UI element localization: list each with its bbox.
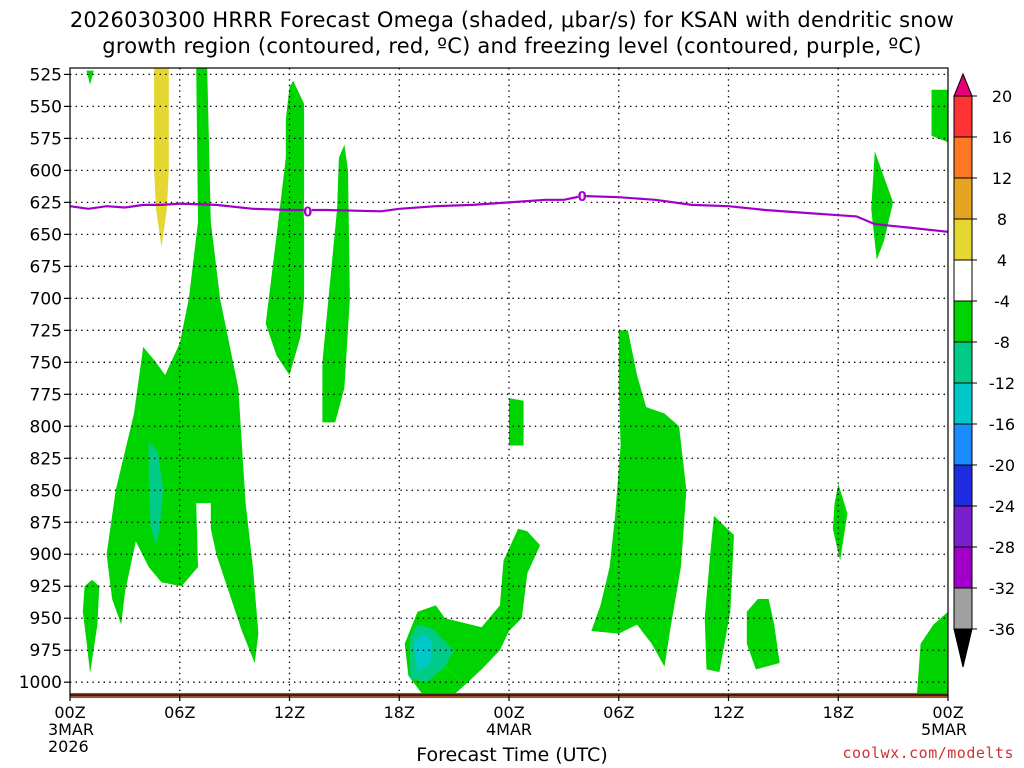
colorbar-bin-4 [953, 218, 973, 261]
omega-region-13 [931, 89, 948, 143]
chart-title-line-2: growth region (contoured, red, ºC) and f… [102, 34, 922, 58]
freezing-level-label-1: 0 [578, 190, 587, 205]
colorbar-label-0: 20 [992, 87, 1012, 106]
omega-region-10 [746, 599, 780, 670]
y-tick-label-600: 600 [30, 161, 62, 181]
colorbar-label-12: -32 [989, 579, 1015, 598]
y-tick-label-800: 800 [30, 417, 62, 437]
colorbar-bin-12 [953, 546, 973, 589]
colorbar-bin-1 [953, 95, 973, 138]
x-tick-label-h42-line0: 18Z [823, 703, 854, 722]
freezing-level-label-0: 0 [303, 205, 312, 220]
colorbar-label-10: -24 [989, 497, 1015, 516]
y-tick-label-550: 550 [30, 97, 62, 117]
omega-region-9 [704, 515, 734, 672]
omega-region-0 [86, 70, 94, 85]
x-tick-label-h24-line1: 4MAR [486, 720, 532, 739]
colorbar-bin-13 [953, 587, 973, 630]
freezing-label-bg-1 [578, 188, 587, 203]
colorbar-bin-7 [953, 341, 973, 384]
colorbar-label-11: -28 [989, 538, 1015, 557]
colorbar-label-2: 12 [992, 169, 1012, 188]
x-tick-label-h0-line2: 2026 [48, 737, 89, 756]
colorbar-bin-5 [953, 259, 973, 302]
colorbar-bin-0 [953, 72, 973, 97]
grid-lines [70, 68, 948, 695]
y-tick-label-575: 575 [30, 129, 62, 149]
colorbar-bin-8 [953, 382, 973, 425]
colorbar-label-6: -8 [994, 333, 1010, 352]
y-tick-label-775: 775 [30, 385, 62, 405]
colorbar-bin-10 [953, 464, 973, 507]
y-tick-label-950: 950 [30, 609, 62, 629]
y-tick-label-925: 925 [30, 577, 62, 597]
y-tick-label-675: 675 [30, 257, 62, 277]
x-tick-label-h0-line0: 00Z [54, 703, 85, 722]
x-tick-label-h24-line0: 00Z [493, 703, 524, 722]
freezing-level-line [69, 194, 949, 233]
x-tick-label-h12-line0: 12Z [274, 703, 305, 722]
omega-region-3 [265, 80, 305, 376]
x-tick-label-h48-line1: 5MAR [921, 720, 967, 739]
omega-region-14 [916, 611, 948, 695]
omega-region-2 [82, 579, 100, 674]
colorbar-label-7: -12 [989, 374, 1015, 393]
y-tick-label-750: 750 [30, 353, 62, 373]
omega-region-11 [832, 483, 848, 561]
y-tick-label-825: 825 [30, 449, 62, 469]
colorbar-bin-11 [953, 505, 973, 548]
y-tick-label-725: 725 [30, 321, 62, 341]
colorbar-label-8: -16 [989, 415, 1015, 434]
colorbar-bin-6 [953, 300, 973, 343]
x-tick-label-h30-line0: 06Z [603, 703, 634, 722]
y-tick-label-850: 850 [30, 481, 62, 501]
y-tick-label-975: 975 [30, 641, 62, 661]
omega-region-4 [322, 144, 350, 423]
omega-region-8 [591, 330, 687, 667]
y-tick-label-900: 900 [30, 545, 62, 565]
omega-shaded-regions [82, 68, 948, 695]
colorbar-bin-2 [953, 136, 973, 179]
freezing-label-bg-0 [303, 204, 312, 219]
chart-title-line-1: 2026030300 HRRR Forecast Omega (shaded, … [69, 8, 955, 32]
x-tick-label-h48-line0: 00Z [932, 703, 963, 722]
x-tick-label-h36-line0: 12Z [713, 703, 744, 722]
omega-region-18 [413, 633, 433, 672]
x-tick-label-h18-line0: 18Z [384, 703, 415, 722]
site-watermark: coolwx.com/modelts [842, 744, 1014, 762]
x-tick-label-h6-line0: 06Z [164, 703, 195, 722]
y-tick-label-625: 625 [30, 193, 62, 213]
omega-region-12 [871, 151, 894, 260]
colorbar-label-9: -20 [989, 456, 1015, 475]
colorbar-label-1: 16 [992, 128, 1012, 147]
x-tick-label-h0-line1: 3MAR [48, 720, 94, 739]
colorbar-label-13: -36 [989, 620, 1015, 639]
colorbar-label-3: 8 [997, 210, 1007, 229]
colorbar-label-5: -4 [994, 292, 1010, 311]
y-tick-label-650: 650 [30, 225, 62, 245]
y-tick-label-700: 700 [30, 289, 62, 309]
omega-region-5 [435, 528, 541, 685]
y-tick-label-875: 875 [30, 513, 62, 533]
x-axis-label: Forecast Time (UTC) [416, 744, 608, 766]
omega-region-7 [509, 398, 524, 446]
omega-region-1 [106, 68, 259, 663]
colorbar: 20 16 12 8 4 -4 -8 -12 -16 -20 -24 -28 -32 -36 [953, 72, 1015, 668]
y-tick-label-525: 525 [30, 65, 62, 85]
y-axis-ticks: 525 550 575 600 625 650 675 700 725 750 775 800 825 8… [19, 65, 70, 693]
colorbar-bin-14 [953, 628, 973, 668]
colorbar-label-4: 4 [997, 251, 1007, 270]
freezing-level-contour: 00 [69, 188, 949, 233]
omega-region-15 [154, 68, 169, 248]
y-tick-label-1000: 1000 [19, 673, 62, 693]
colorbar-bin-9 [953, 423, 973, 466]
omega-region-16 [148, 441, 164, 546]
colorbar-bin-3 [953, 177, 973, 220]
